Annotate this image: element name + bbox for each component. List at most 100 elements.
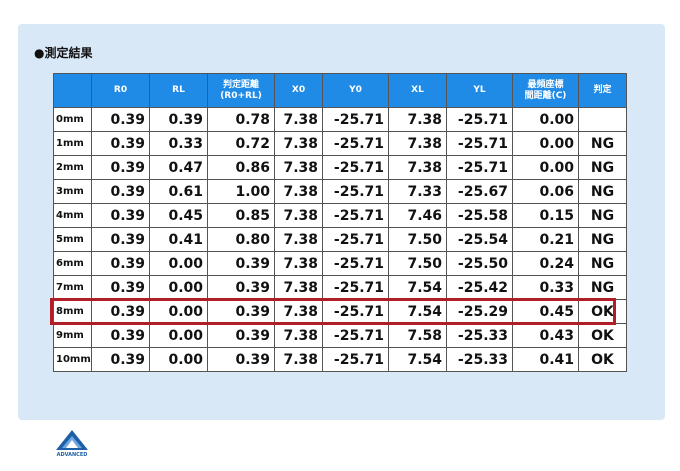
cell-mode-distance: 0.15: [512, 203, 579, 228]
cell-xl: 7.54: [388, 347, 447, 372]
cell-mode-distance: 0.41: [512, 347, 579, 372]
cell-x0: 7.38: [274, 179, 323, 204]
cell-mode-distance: 0.24: [512, 251, 579, 276]
header-x0: X0: [274, 73, 323, 108]
header-r0: R0: [91, 73, 150, 108]
cell-x0: 7.38: [274, 227, 323, 252]
header-judge-distance-line2: (R0+RL): [220, 90, 262, 101]
cell-mode-distance: 0.33: [512, 275, 579, 300]
cell-r0: 0.39: [91, 131, 150, 156]
cell-xl: 7.38: [388, 131, 447, 156]
cell-r0: 0.39: [91, 275, 150, 300]
cell-r0: 0.39: [91, 227, 150, 252]
header-judgement: 判定: [578, 73, 627, 108]
row-label: 1mm: [53, 131, 92, 156]
cell-y0: -25.71: [322, 155, 389, 180]
row-label: 10mm: [53, 347, 92, 372]
cell-x0: 7.38: [274, 323, 323, 348]
cell-y0: -25.71: [322, 179, 389, 204]
cell-rl: 0.00: [149, 251, 208, 276]
cell-rl: 0.47: [149, 155, 208, 180]
cell-judgement: OK: [578, 347, 627, 372]
cell-judgement: NG: [578, 203, 627, 228]
cell-y0: -25.71: [322, 323, 389, 348]
cell-x0: 7.38: [274, 275, 323, 300]
table-row: 8mm 0.39 0.00 0.39 7.38 -25.71 7.54 -25.29 0.45 O…: [53, 299, 627, 324]
cell-mode-distance: 0.00: [512, 107, 579, 132]
cell-rl: 0.00: [149, 299, 208, 324]
cell-judge-distance: 0.72: [207, 131, 275, 156]
cell-y0: -25.71: [322, 203, 389, 228]
table-row: 10mm 0.39 0.00 0.39 7.38 -25.71 7.54 -25.33 0.41…: [53, 347, 627, 372]
cell-xl: 7.33: [388, 179, 447, 204]
cell-judge-distance: 0.78: [207, 107, 275, 132]
cell-judgement: NG: [578, 155, 627, 180]
table-row: 6mm 0.39 0.00 0.39 7.38 -25.71 7.50 -25.50 0.24 N…: [53, 251, 627, 276]
row-label: 2mm: [53, 155, 92, 180]
cell-yl: -25.29: [446, 299, 513, 324]
cell-r0: 0.39: [91, 323, 150, 348]
cell-yl: -25.33: [446, 347, 513, 372]
cell-y0: -25.71: [322, 275, 389, 300]
cell-mode-distance: 0.06: [512, 179, 579, 204]
row-label: 0mm: [53, 107, 92, 132]
row-label: 6mm: [53, 251, 92, 276]
cell-judge-distance: 0.86: [207, 155, 275, 180]
table-row: 9mm 0.39 0.00 0.39 7.38 -25.71 7.58 -25.33 0.43 O…: [53, 323, 627, 348]
header-mode-distance-line2: 間距離(C): [524, 90, 567, 101]
cell-xl: 7.58: [388, 323, 447, 348]
cell-rl: 0.33: [149, 131, 208, 156]
cell-r0: 0.39: [91, 179, 150, 204]
cell-r0: 0.39: [91, 251, 150, 276]
table-row: 7mm 0.39 0.00 0.39 7.38 -25.71 7.54 -25.42 0.33 N…: [53, 275, 627, 300]
table-row: 5mm 0.39 0.41 0.80 7.38 -25.71 7.50 -25.54 0.21 N…: [53, 227, 627, 252]
header-judge-distance-line1: 判定距離: [222, 79, 259, 90]
cell-rl: 0.45: [149, 203, 208, 228]
cell-r0: 0.39: [91, 203, 150, 228]
cell-r0: 0.39: [91, 299, 150, 324]
cell-mode-distance: 0.00: [512, 131, 579, 156]
cell-r0: 0.39: [91, 155, 150, 180]
cell-yl: -25.67: [446, 179, 513, 204]
header-rl: RL: [149, 73, 208, 108]
table-row: 2mm 0.39 0.47 0.86 7.38 -25.71 7.38 -25.71 0.00 N…: [53, 155, 627, 180]
cell-yl: -25.54: [446, 227, 513, 252]
cell-y0: -25.71: [322, 251, 389, 276]
cell-xl: 7.54: [388, 299, 447, 324]
cell-judge-distance: 0.39: [207, 347, 275, 372]
cell-x0: 7.38: [274, 155, 323, 180]
cell-y0: -25.71: [322, 107, 389, 132]
cell-judgement: OK: [578, 323, 627, 348]
cell-xl: 7.38: [388, 155, 447, 180]
header-judge-distance: 判定距離 (R0+RL): [207, 73, 275, 108]
row-label: 8mm: [53, 299, 92, 324]
cell-x0: 7.38: [274, 131, 323, 156]
logo-text: ADVANCED: [56, 452, 88, 458]
header-row: R0 RL 判定距離 (R0+RL) X0 Y0 XL YL 最頻座標 間距離(C)…: [53, 73, 627, 108]
section-title: ●測定結果: [34, 46, 93, 60]
cell-rl: 0.41: [149, 227, 208, 252]
cell-rl: 0.39: [149, 107, 208, 132]
cell-y0: -25.71: [322, 347, 389, 372]
row-label: 9mm: [53, 323, 92, 348]
cell-y0: -25.71: [322, 131, 389, 156]
cell-judgement: NG: [578, 251, 627, 276]
cell-yl: -25.58: [446, 203, 513, 228]
cell-mode-distance: 0.21: [512, 227, 579, 252]
cell-judge-distance: 0.85: [207, 203, 275, 228]
table-row: 4mm 0.39 0.45 0.85 7.38 -25.71 7.46 -25.58 0.15 N…: [53, 203, 627, 228]
header-y0: Y0: [322, 73, 389, 108]
cell-judgement: NG: [578, 131, 627, 156]
cell-yl: -25.71: [446, 131, 513, 156]
cell-y0: -25.71: [322, 227, 389, 252]
cell-judge-distance: 0.80: [207, 227, 275, 252]
header-label: [53, 73, 92, 108]
cell-mode-distance: 0.43: [512, 323, 579, 348]
cell-x0: 7.38: [274, 203, 323, 228]
cell-yl: -25.71: [446, 107, 513, 132]
cell-x0: 7.38: [274, 299, 323, 324]
cell-xl: 7.38: [388, 107, 447, 132]
table-row: 0mm 0.39 0.39 0.78 7.38 -25.71 7.38 -25.71 0.00: [53, 107, 627, 132]
cell-x0: 7.38: [274, 107, 323, 132]
cell-yl: -25.50: [446, 251, 513, 276]
